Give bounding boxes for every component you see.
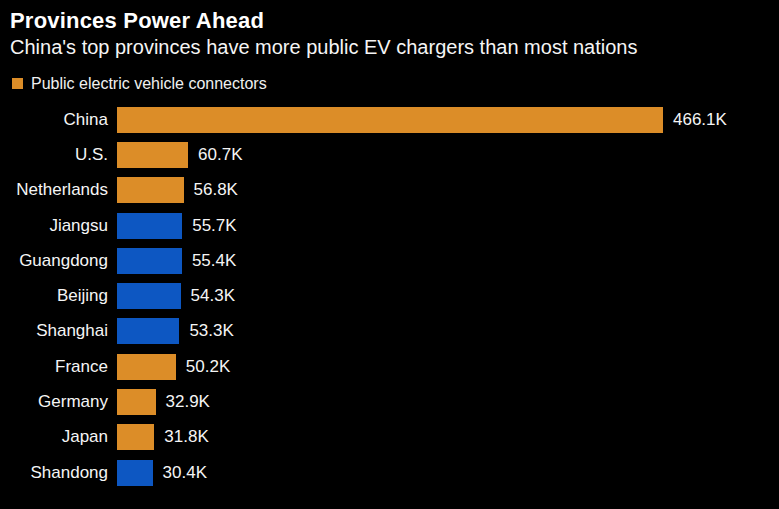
bar	[117, 283, 181, 309]
bar	[117, 142, 188, 168]
chart-row: Guangdong 55.4K	[0, 243, 779, 278]
chart-row: Netherlands 56.8K	[0, 173, 779, 208]
chart-row: Shanghai 53.3K	[0, 314, 779, 349]
category-label: Germany	[0, 392, 108, 412]
bar	[117, 248, 182, 274]
value-label: 50.2K	[186, 357, 230, 377]
bar	[117, 177, 184, 203]
bar-chart: China 466.1K U.S. 60.7K Netherlands 56.8…	[0, 102, 779, 490]
category-label: Jiangsu	[0, 216, 108, 236]
legend: Public electric vehicle connectors	[12, 76, 779, 91]
chart-row: China 466.1K	[0, 102, 779, 137]
legend-label: Public electric vehicle connectors	[31, 76, 267, 91]
chart-row: Shandong 30.4K	[0, 455, 779, 490]
bar	[117, 424, 154, 450]
category-label: Shandong	[0, 463, 108, 483]
bar	[117, 318, 179, 344]
legend-swatch-icon	[12, 78, 23, 89]
bar	[117, 354, 176, 380]
category-label: France	[0, 357, 108, 377]
value-label: 53.3K	[189, 321, 233, 341]
bar	[117, 460, 153, 486]
value-label: 30.4K	[163, 463, 207, 483]
value-label: 466.1K	[673, 110, 727, 130]
value-label: 60.7K	[198, 145, 242, 165]
category-label: Beijing	[0, 286, 108, 306]
chart-row: U.S. 60.7K	[0, 137, 779, 172]
category-label: Shanghai	[0, 321, 108, 341]
chart-row: France 50.2K	[0, 349, 779, 384]
bar	[117, 389, 156, 415]
value-label: 56.8K	[194, 180, 238, 200]
page-title: Provinces Power Ahead	[10, 8, 779, 33]
category-label: Guangdong	[0, 251, 108, 271]
category-label: Netherlands	[0, 180, 108, 200]
page-subtitle: China's top provinces have more public E…	[10, 35, 779, 59]
value-label: 32.9K	[166, 392, 210, 412]
bar	[117, 107, 663, 133]
category-label: U.S.	[0, 145, 108, 165]
category-label: China	[0, 110, 108, 130]
chart-row: Germany 32.9K	[0, 384, 779, 419]
value-label: 31.8K	[164, 427, 208, 447]
value-label: 55.7K	[192, 216, 236, 236]
chart-row: Japan 31.8K	[0, 420, 779, 455]
chart-row: Jiangsu 55.7K	[0, 208, 779, 243]
value-label: 54.3K	[191, 286, 235, 306]
value-label: 55.4K	[192, 251, 236, 271]
bar	[117, 213, 182, 239]
category-label: Japan	[0, 427, 108, 447]
chart-row: Beijing 54.3K	[0, 278, 779, 313]
